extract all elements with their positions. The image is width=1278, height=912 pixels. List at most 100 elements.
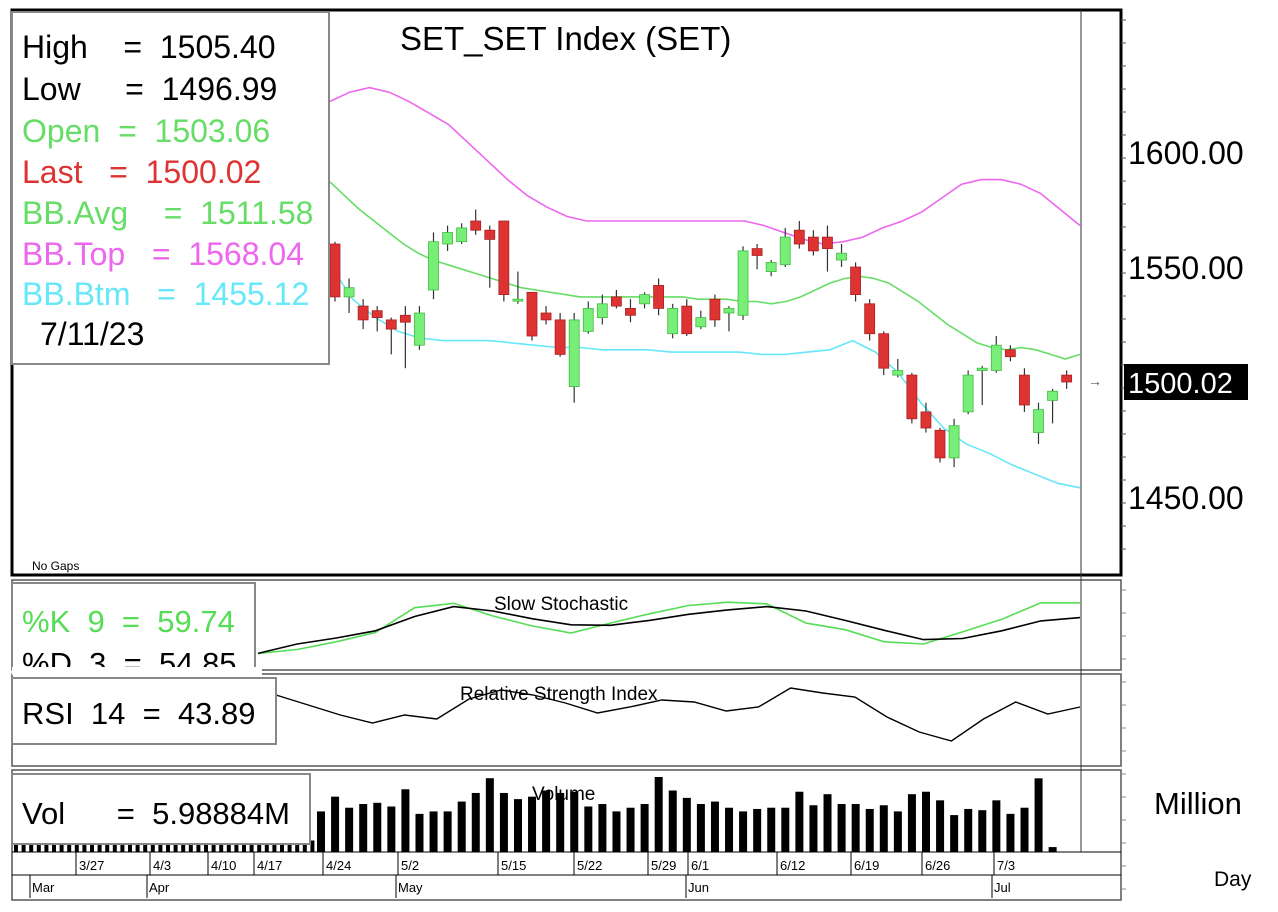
volume-bar [188, 840, 193, 852]
volume-bar [964, 808, 973, 852]
volume-bar [143, 840, 148, 852]
volume-bar [556, 792, 565, 852]
candle-down [357, 305, 369, 321]
volume-bar [97, 840, 102, 852]
stochastic-d-clip [12, 667, 262, 675]
candle-down [329, 243, 341, 298]
info-bb-avg: BB.Avg = 1511.58 [22, 195, 313, 231]
y-tick-label: 1550.00 [1128, 250, 1244, 286]
info-low: Low = 1496.99 [22, 71, 277, 107]
candle-up [836, 252, 847, 261]
info-box-background [11, 11, 330, 365]
volume-bar [44, 840, 49, 852]
info-high: High = 1505.40 [22, 29, 276, 65]
volume-bar [29, 840, 34, 852]
stochastic-d-line [257, 605, 1081, 655]
date-tick-label: 6/1 [691, 858, 709, 873]
date-tick-label: 6/12 [780, 858, 805, 873]
candle-up [723, 307, 735, 314]
volume-bar [457, 801, 466, 852]
candle-down [611, 296, 622, 307]
volume-bar [150, 840, 155, 852]
candle-up [414, 312, 425, 346]
volume-bar [74, 840, 79, 852]
candle-up [990, 344, 1002, 371]
last-price-marker: → 1500.02 [1088, 364, 1248, 400]
candle-up [765, 261, 777, 272]
candle-up [779, 236, 791, 266]
candle-up [667, 307, 679, 335]
candle-up [892, 370, 904, 376]
volume-bar [14, 840, 18, 852]
volume-bar [950, 815, 959, 852]
candle-down [484, 229, 496, 240]
rsi-title: Relative Strength Index [460, 684, 658, 705]
date-tick-label: 5/29 [651, 858, 676, 873]
candle-down [934, 429, 946, 459]
volume-bar [302, 840, 307, 852]
candle-up [428, 241, 439, 291]
date-tick-label: 5/15 [501, 858, 526, 873]
volume-bar [640, 804, 649, 852]
month-tick-label: Apr [149, 880, 170, 895]
candle-down [878, 333, 890, 369]
volume-bar [837, 804, 846, 852]
rsi-line [275, 687, 1081, 742]
volume-bar [1020, 807, 1029, 852]
y-tick-label: 1600.00 [1128, 135, 1244, 171]
candle-down [751, 248, 763, 256]
stochastic-title: Slow Stochastic [494, 594, 628, 615]
month-tick-label: May [398, 880, 423, 895]
volume-bar [471, 792, 480, 852]
candle-down [625, 307, 636, 316]
rsi-line [275, 687, 1081, 742]
info-open: Open = 1503.06 [22, 113, 270, 149]
volume-bar [598, 804, 607, 852]
rsi-info-background [11, 677, 277, 745]
candle-up [737, 250, 749, 316]
volume-bar [112, 840, 117, 852]
candle-down [681, 305, 693, 335]
volume-bar [120, 840, 125, 852]
volume-bar [401, 789, 410, 852]
candle-down [1019, 374, 1030, 406]
stochastic-lines [257, 601, 1081, 655]
volume-bar [429, 811, 438, 852]
volume-bar [415, 813, 424, 852]
volume-bar [387, 806, 396, 852]
last-price-box [1124, 364, 1248, 400]
volume-bar [1006, 813, 1015, 852]
volume-bar [739, 811, 748, 852]
volume-bar [331, 796, 340, 852]
volume-bar [264, 840, 269, 852]
stochastic-info-background [11, 582, 256, 670]
candle-down [385, 319, 397, 330]
volume-bar [59, 840, 64, 852]
volume-title: Volume [532, 784, 595, 805]
volume-bar [907, 794, 916, 852]
candle-down [793, 229, 805, 245]
volume-bar [359, 804, 368, 852]
volume-bar [767, 807, 776, 852]
volume-bar [128, 840, 132, 852]
volume-bar [668, 790, 677, 852]
volume-bar [612, 811, 621, 852]
volume-bar [499, 792, 508, 852]
candle-down [399, 314, 411, 323]
volume-bar [851, 804, 860, 852]
volume-bar [542, 790, 551, 852]
volume-bar [513, 799, 522, 852]
month-tick-label: Jun [688, 880, 709, 895]
volume-bar [82, 840, 87, 852]
last-price-arrow: → [1088, 373, 1102, 389]
volume-bar [158, 840, 163, 852]
candle-up [1033, 409, 1044, 434]
volume-bar [211, 840, 216, 852]
date-tick-label: 5/2 [401, 858, 419, 873]
volume-bar [204, 840, 208, 852]
candle-up [1047, 390, 1058, 401]
volume-bar [584, 806, 593, 852]
candle-down [526, 291, 538, 337]
candle-up [976, 367, 988, 371]
